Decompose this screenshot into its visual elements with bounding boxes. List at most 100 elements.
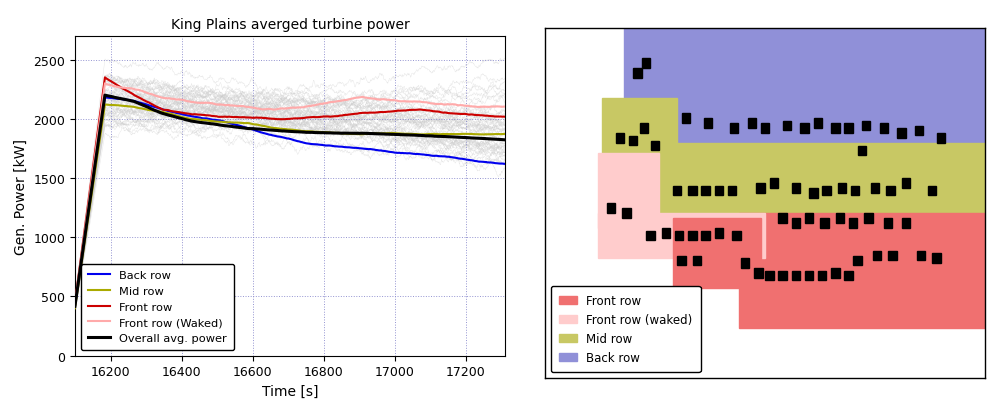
Bar [820,219,829,228]
Bar [818,271,826,281]
Bar [688,186,697,196]
Overall avg. power [311,131,323,136]
Front row [265,117,277,122]
Front row (Waked) [499,105,511,110]
Overall avg. power [96,116,108,121]
Bar [704,119,712,128]
Bar [715,186,723,196]
Bar [805,271,813,281]
Front row (Waked) [114,85,126,90]
Bar [741,258,749,268]
Bar [822,186,831,196]
Bar [800,124,809,133]
Bar [792,271,800,281]
Bar [739,213,985,328]
Bar [607,204,615,213]
Bar [783,121,791,131]
Bar [888,251,897,261]
Bar [915,126,923,136]
Front row [499,115,511,120]
Legend: Front row, Front row (waked), Mid row, Back row: Front row, Front row (waked), Mid row, B… [551,286,701,373]
Bar [805,214,813,223]
Overall avg. power [499,138,511,143]
Bar [814,119,822,128]
Bar [651,141,659,151]
Back row [114,97,126,102]
Back row [311,143,323,148]
Bar [624,29,686,103]
Bar [884,219,892,228]
Mid row [265,126,277,130]
Back row [248,128,260,133]
Mid row [311,130,323,135]
Bar [831,124,840,133]
Bar [932,254,941,263]
Bar [917,251,925,261]
Bar [754,269,763,278]
Bar [831,269,840,278]
Bar [616,134,624,143]
Bar [897,129,906,138]
Front row (Waked) [311,103,323,108]
Bar [838,184,846,193]
Bar [642,59,650,68]
Bar [622,209,631,218]
Bar [732,231,741,240]
Bar [778,271,787,281]
Bar [602,99,677,159]
Bar [640,124,648,133]
Front row (Waked) [96,105,108,110]
Bar [715,229,723,238]
Bar [748,119,756,128]
Overall avg. power [62,353,74,358]
Bar [701,231,710,240]
Bar [792,219,800,228]
Line: Overall avg. power: Overall avg. power [68,96,505,356]
Bar [851,186,859,196]
Bar [611,144,985,223]
Bar [880,124,888,133]
Front row (Waked) [62,353,74,358]
Bar [902,179,910,188]
Back row [499,162,511,167]
Bar [902,219,910,228]
Front row [248,116,260,121]
Bar [844,271,853,281]
Bar [761,124,769,133]
Line: Mid row: Mid row [68,105,505,356]
Bar [662,229,670,238]
Bar [937,134,945,143]
X-axis label: Time [s]: Time [s] [262,384,318,398]
Y-axis label: Gen. Power [kW]: Gen. Power [kW] [14,139,28,254]
Bar [928,186,936,196]
Front row (Waked) [257,108,269,112]
Front row [62,353,74,358]
Mid row [100,103,112,108]
Bar [853,256,862,266]
Title: King Plains averged turbine power: King Plains averged turbine power [171,18,409,31]
Mid row [257,124,269,129]
Mid row [62,353,74,358]
Back row [99,96,111,101]
Front row (Waked) [248,106,260,111]
Overall avg. power [265,128,277,133]
Back row [265,133,277,138]
Bar [886,186,895,196]
Bar [673,186,681,196]
Bar [598,213,765,258]
Front row [96,100,108,105]
Bar [858,146,866,156]
Bar [836,214,844,223]
Bar [864,214,873,223]
Overall avg. power [248,127,260,132]
Bar [770,179,778,188]
Overall avg. power [257,128,269,133]
Bar [673,218,761,288]
Back row [96,118,108,123]
Overall avg. power [99,93,111,98]
Front row [114,85,126,90]
Front row (Waked) [265,107,277,112]
Bar [844,124,853,133]
Bar [633,69,642,79]
Bar [756,184,765,193]
